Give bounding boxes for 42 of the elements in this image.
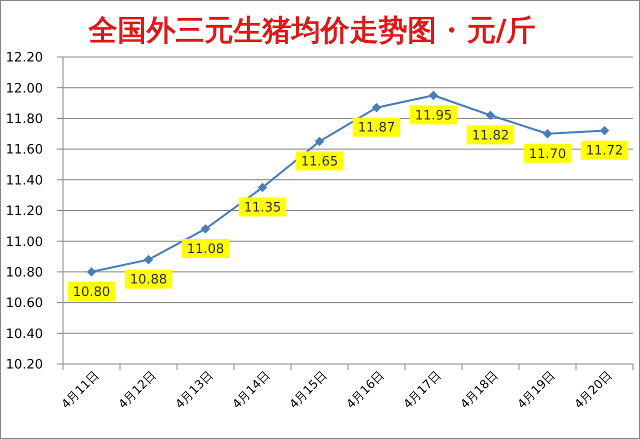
point [429, 90, 438, 100]
y-tick-label: 11.40 [6, 173, 43, 188]
data-label: 11.72 [586, 144, 624, 159]
chart-title: 全国外三元生猪均价走势图 · 元/斤 [87, 13, 536, 47]
y-tick-label: 11.20 [6, 204, 43, 220]
y-tick-label: 10.40 [6, 326, 43, 342]
x-tick-label: 4月14日 [230, 368, 273, 412]
point [315, 136, 324, 146]
data-label: 11.35 [244, 200, 282, 216]
y-tick-label: 11.00 [6, 234, 43, 250]
x-tick-label: 4月17日 [400, 368, 444, 412]
x-tick-label: 4月18日 [458, 368, 501, 412]
point [258, 182, 267, 192]
y-tick-label: 10.80 [6, 266, 43, 281]
y-tick-label: 12.20 [6, 50, 43, 66]
data-label: 11.87 [358, 120, 396, 136]
point [543, 129, 552, 138]
y-tick-label: 11.60 [6, 142, 43, 158]
data-label: 10.80 [72, 284, 110, 300]
y-tick-label: 11.80 [6, 112, 43, 128]
data-label: 11.70 [528, 146, 566, 162]
data-label: 10.88 [130, 272, 168, 288]
x-tick-label: 4月16日 [344, 368, 387, 412]
x-tick-label: 4月20日 [572, 368, 615, 412]
y-tick-label: 10.60 [6, 296, 43, 312]
y-tick-label: 10.20 [6, 358, 43, 373]
point [144, 255, 153, 264]
x-tick-label: 4月13日 [172, 368, 216, 412]
point [372, 103, 381, 112]
data-label: 11.82 [472, 128, 510, 144]
x-tick-label: 4月11日 [58, 368, 102, 412]
data-label: 11.95 [414, 108, 452, 124]
data-label: 11.65 [300, 154, 338, 170]
data-label: 11.08 [186, 242, 224, 257]
point [486, 110, 495, 120]
x-tick-label: 4月15日 [286, 368, 330, 412]
x-tick-label: 4月19日 [514, 368, 558, 412]
y-tick-label: 12.00 [6, 81, 43, 96]
x-tick-label: 4月12日 [116, 368, 159, 412]
point [600, 126, 609, 136]
point [87, 267, 96, 276]
point [201, 224, 210, 234]
